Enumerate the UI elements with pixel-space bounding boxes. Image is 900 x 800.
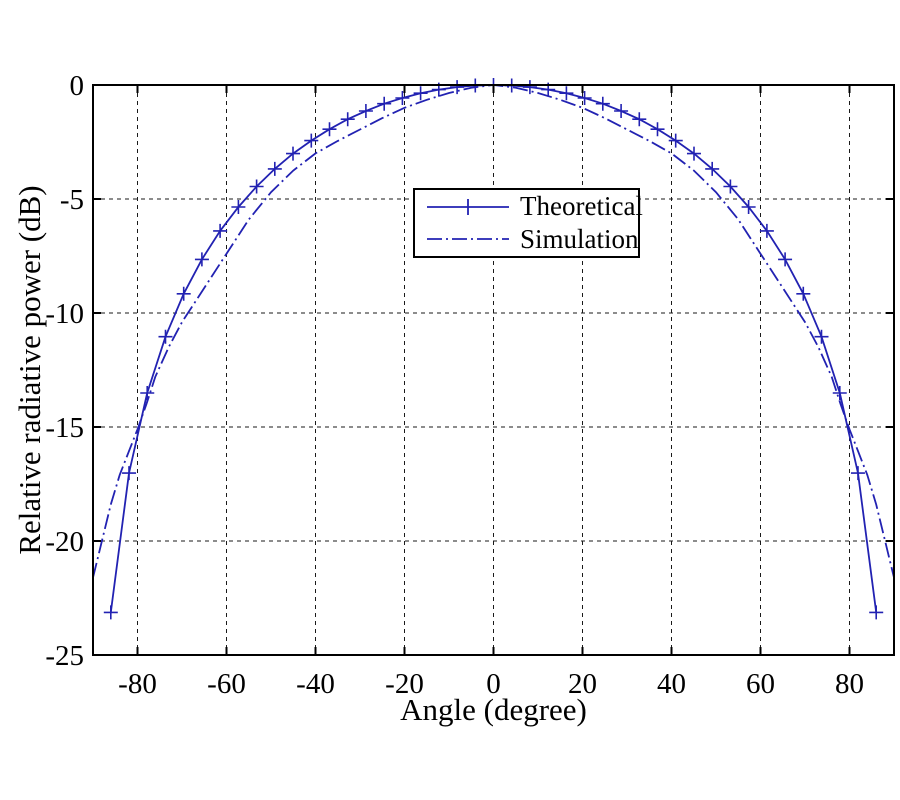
x-tick-label: 40 [657, 668, 686, 700]
legend-label-theoretical: Theoretical [520, 191, 643, 222]
x-tick-label: 80 [835, 668, 864, 700]
x-tick-label: -20 [385, 668, 424, 700]
legend-item-simulation: Simulation [415, 223, 639, 255]
y-axis-label: Relative radiative power (dB) [12, 185, 47, 555]
y-tick-label: -15 [45, 412, 84, 444]
y-tick-label: 0 [70, 70, 85, 102]
y-tick-label: -20 [45, 526, 84, 558]
x-tick-label: 60 [746, 668, 775, 700]
x-tick-label: 20 [568, 668, 597, 700]
x-tick-label: -40 [296, 668, 335, 700]
y-tick-label: -5 [60, 184, 84, 216]
x-tick-label: 0 [486, 668, 501, 700]
x-axis-label: Angle (degree) [400, 692, 587, 727]
theoretical-line-sample [427, 198, 509, 215]
legend-label-simulation: Simulation [520, 223, 639, 254]
legend-item-theoretical: Theoretical [415, 191, 643, 223]
legend: Theoretical Simulation [413, 188, 643, 258]
y-tick-label: -25 [45, 640, 84, 672]
series-markers-theoretical [103, 78, 884, 620]
simulation-line-sample [427, 238, 509, 241]
x-tick-label: -80 [118, 668, 157, 700]
x-tick-label: -60 [207, 668, 246, 700]
axes-box [92, 84, 895, 656]
y-tick-label: -10 [45, 298, 84, 330]
